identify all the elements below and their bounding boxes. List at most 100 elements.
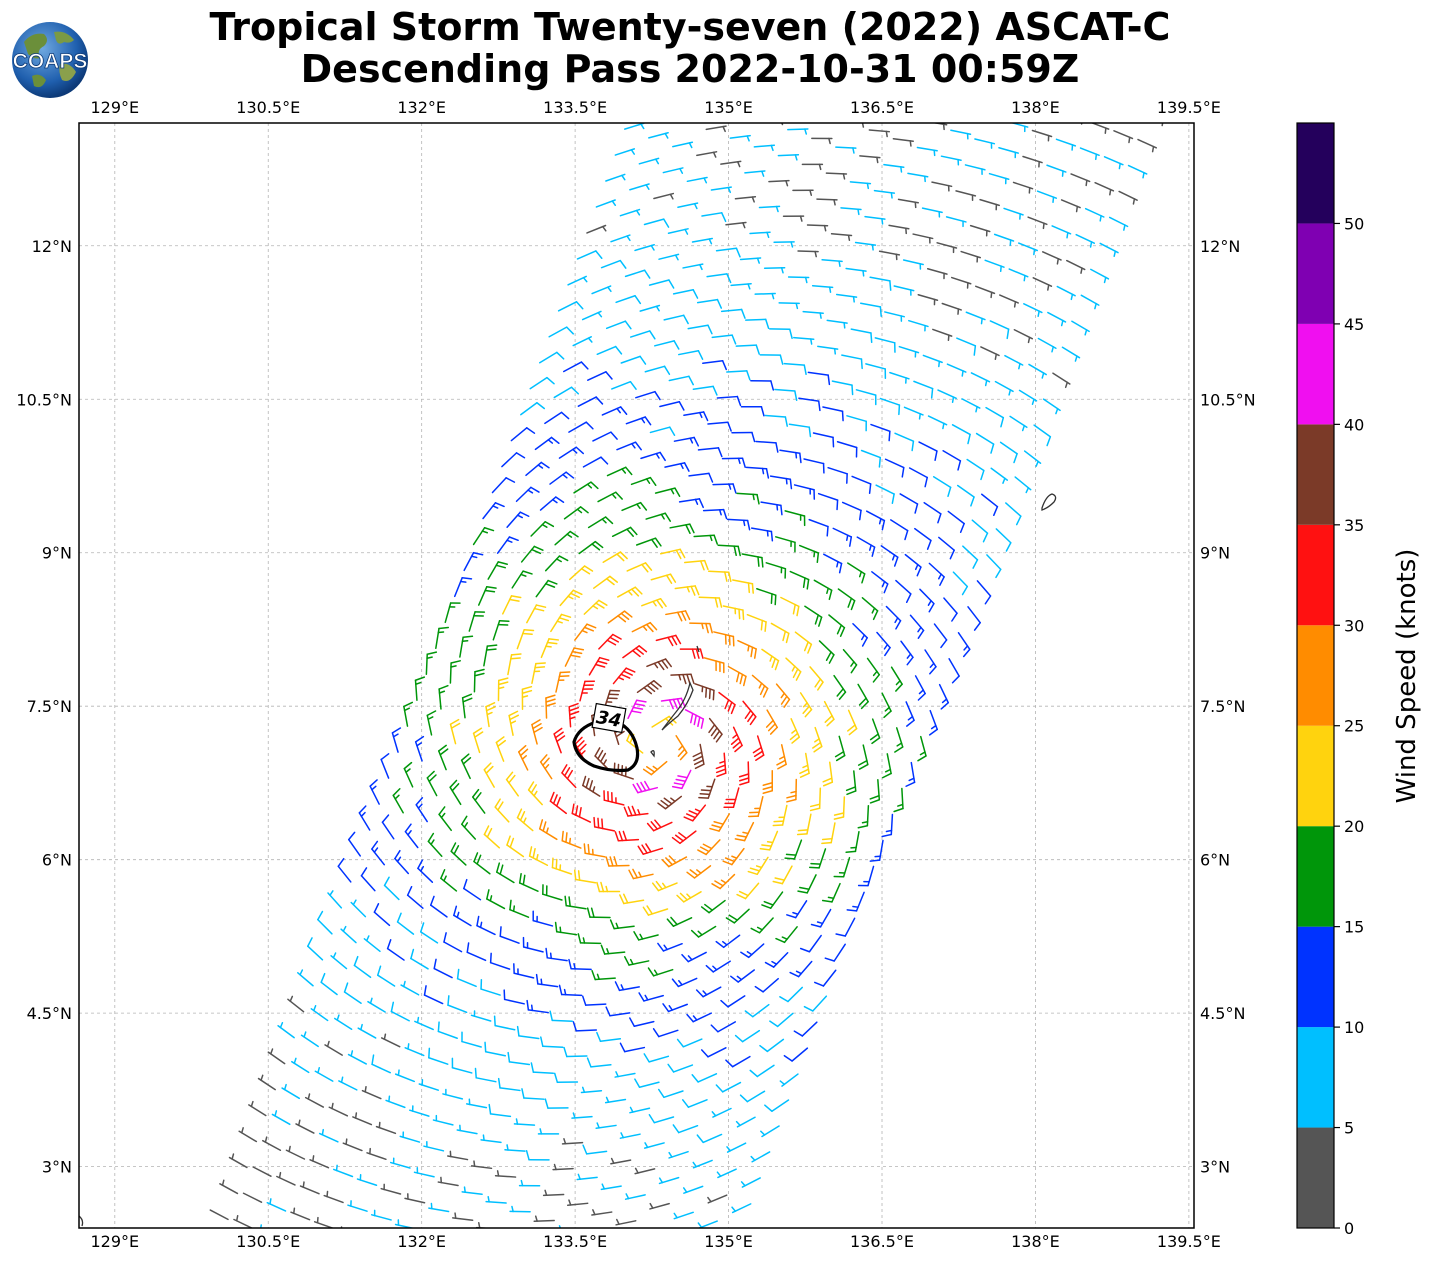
wind-barb — [799, 752, 810, 778]
wind-barb — [640, 451, 666, 462]
wind-barb — [818, 640, 835, 664]
wind-barb — [403, 761, 414, 788]
radius-34kt-text: 34 — [595, 707, 623, 732]
wind-barb — [574, 623, 597, 641]
wind-barb — [633, 931, 659, 941]
wind-barb — [755, 440, 779, 453]
wind-barb — [671, 769, 692, 790]
wind-barb — [734, 196, 757, 203]
wind-barb — [291, 1057, 310, 1074]
wind-barb — [711, 873, 736, 890]
wind-barb — [804, 605, 823, 627]
wind-barb — [1042, 398, 1061, 415]
wind-barb — [691, 1073, 718, 1083]
wind-barb — [1084, 207, 1105, 222]
wind-barb — [526, 604, 547, 624]
wind-barb — [865, 363, 887, 380]
wind-barb — [752, 735, 765, 761]
wind-barb — [739, 1090, 766, 1103]
wind-barb — [342, 1138, 363, 1152]
wind-barb — [638, 992, 664, 1002]
wind-barb — [561, 830, 582, 849]
wind-barb — [1137, 138, 1157, 153]
wind-barb — [793, 336, 815, 345]
wind-barb — [553, 727, 566, 754]
wind-barb — [764, 414, 788, 427]
wind-barb — [726, 518, 751, 531]
wind-barb — [1041, 251, 1062, 265]
wind-barb — [774, 388, 798, 401]
wind-barb — [310, 1004, 329, 1022]
colorbar-tick-label: 15 — [1344, 918, 1364, 937]
palau-coastline — [661, 680, 694, 731]
wind-barb — [554, 921, 578, 936]
wind-barb — [586, 907, 611, 919]
wind-barb — [938, 683, 950, 710]
wind-barb — [587, 371, 613, 381]
wind-barb — [347, 831, 362, 857]
wind-barb — [764, 1099, 790, 1112]
wind-barb — [698, 778, 716, 799]
wind-barb — [582, 775, 601, 797]
wind-barb — [470, 1010, 492, 1022]
wind-barb — [324, 1040, 343, 1056]
wind-barb — [994, 380, 1014, 396]
wind-barb — [619, 1042, 646, 1053]
lat-tick-label-right: 7.5°N — [1200, 697, 1245, 716]
wind-barb — [788, 423, 812, 438]
wind-barb — [715, 1081, 742, 1093]
wind-barb — [758, 205, 781, 213]
wind-barb — [747, 856, 769, 876]
wind-barb — [582, 456, 609, 468]
wind-barb — [586, 1057, 612, 1068]
wind-barb — [615, 294, 642, 305]
wind-barb — [783, 1047, 809, 1062]
wind-barb — [956, 484, 975, 507]
wind-barb — [463, 878, 482, 901]
wind-barb — [923, 501, 942, 524]
wind-barb — [798, 397, 821, 412]
wind-barb — [287, 995, 305, 1013]
wind-barb — [646, 819, 673, 832]
title-line-2: Descending Pass 2022-10-31 00:59Z — [300, 47, 1080, 91]
title-line-1: Tropical Storm Twenty-seven (2022) ASCAT… — [209, 5, 1171, 49]
logo-text: COAPS — [13, 50, 88, 73]
wind-barb — [1017, 242, 1039, 256]
wind-barb — [651, 880, 678, 892]
wind-barb — [610, 1157, 632, 1165]
wind-barb — [709, 813, 731, 832]
wind-barb — [539, 496, 565, 511]
wind-barb — [453, 577, 473, 598]
wind-barb — [782, 215, 805, 222]
wind-barb — [549, 471, 575, 485]
wind-barb — [933, 623, 948, 649]
wind-barb — [510, 427, 536, 442]
wind-barb — [233, 1214, 253, 1228]
wind-barb — [975, 432, 995, 454]
wind-barb — [201, 1233, 219, 1246]
wind-barb — [694, 683, 715, 701]
wind-barb — [360, 867, 376, 892]
wind-barb — [583, 843, 606, 858]
wind-barb — [851, 475, 872, 495]
wind-barb — [595, 199, 617, 208]
wind-barb — [568, 702, 580, 728]
wind-barb — [648, 1113, 675, 1124]
wind-barb — [769, 475, 793, 490]
wind-barb — [418, 1079, 440, 1091]
wind-barb — [561, 764, 577, 789]
wind-barb — [347, 1200, 368, 1212]
wind-barb — [688, 472, 714, 483]
wind-barb — [515, 486, 540, 503]
wind-barb — [677, 202, 699, 210]
wind-barb — [697, 839, 721, 856]
wind-barb — [693, 534, 718, 545]
wind-barb — [614, 830, 640, 842]
wind-barb — [525, 461, 550, 477]
wind-barb — [789, 570, 810, 590]
wind-barb — [892, 137, 914, 147]
wind-barb — [845, 830, 860, 854]
wind-barb — [945, 216, 967, 228]
wind-barb — [553, 386, 580, 399]
wind-barb — [759, 830, 779, 851]
